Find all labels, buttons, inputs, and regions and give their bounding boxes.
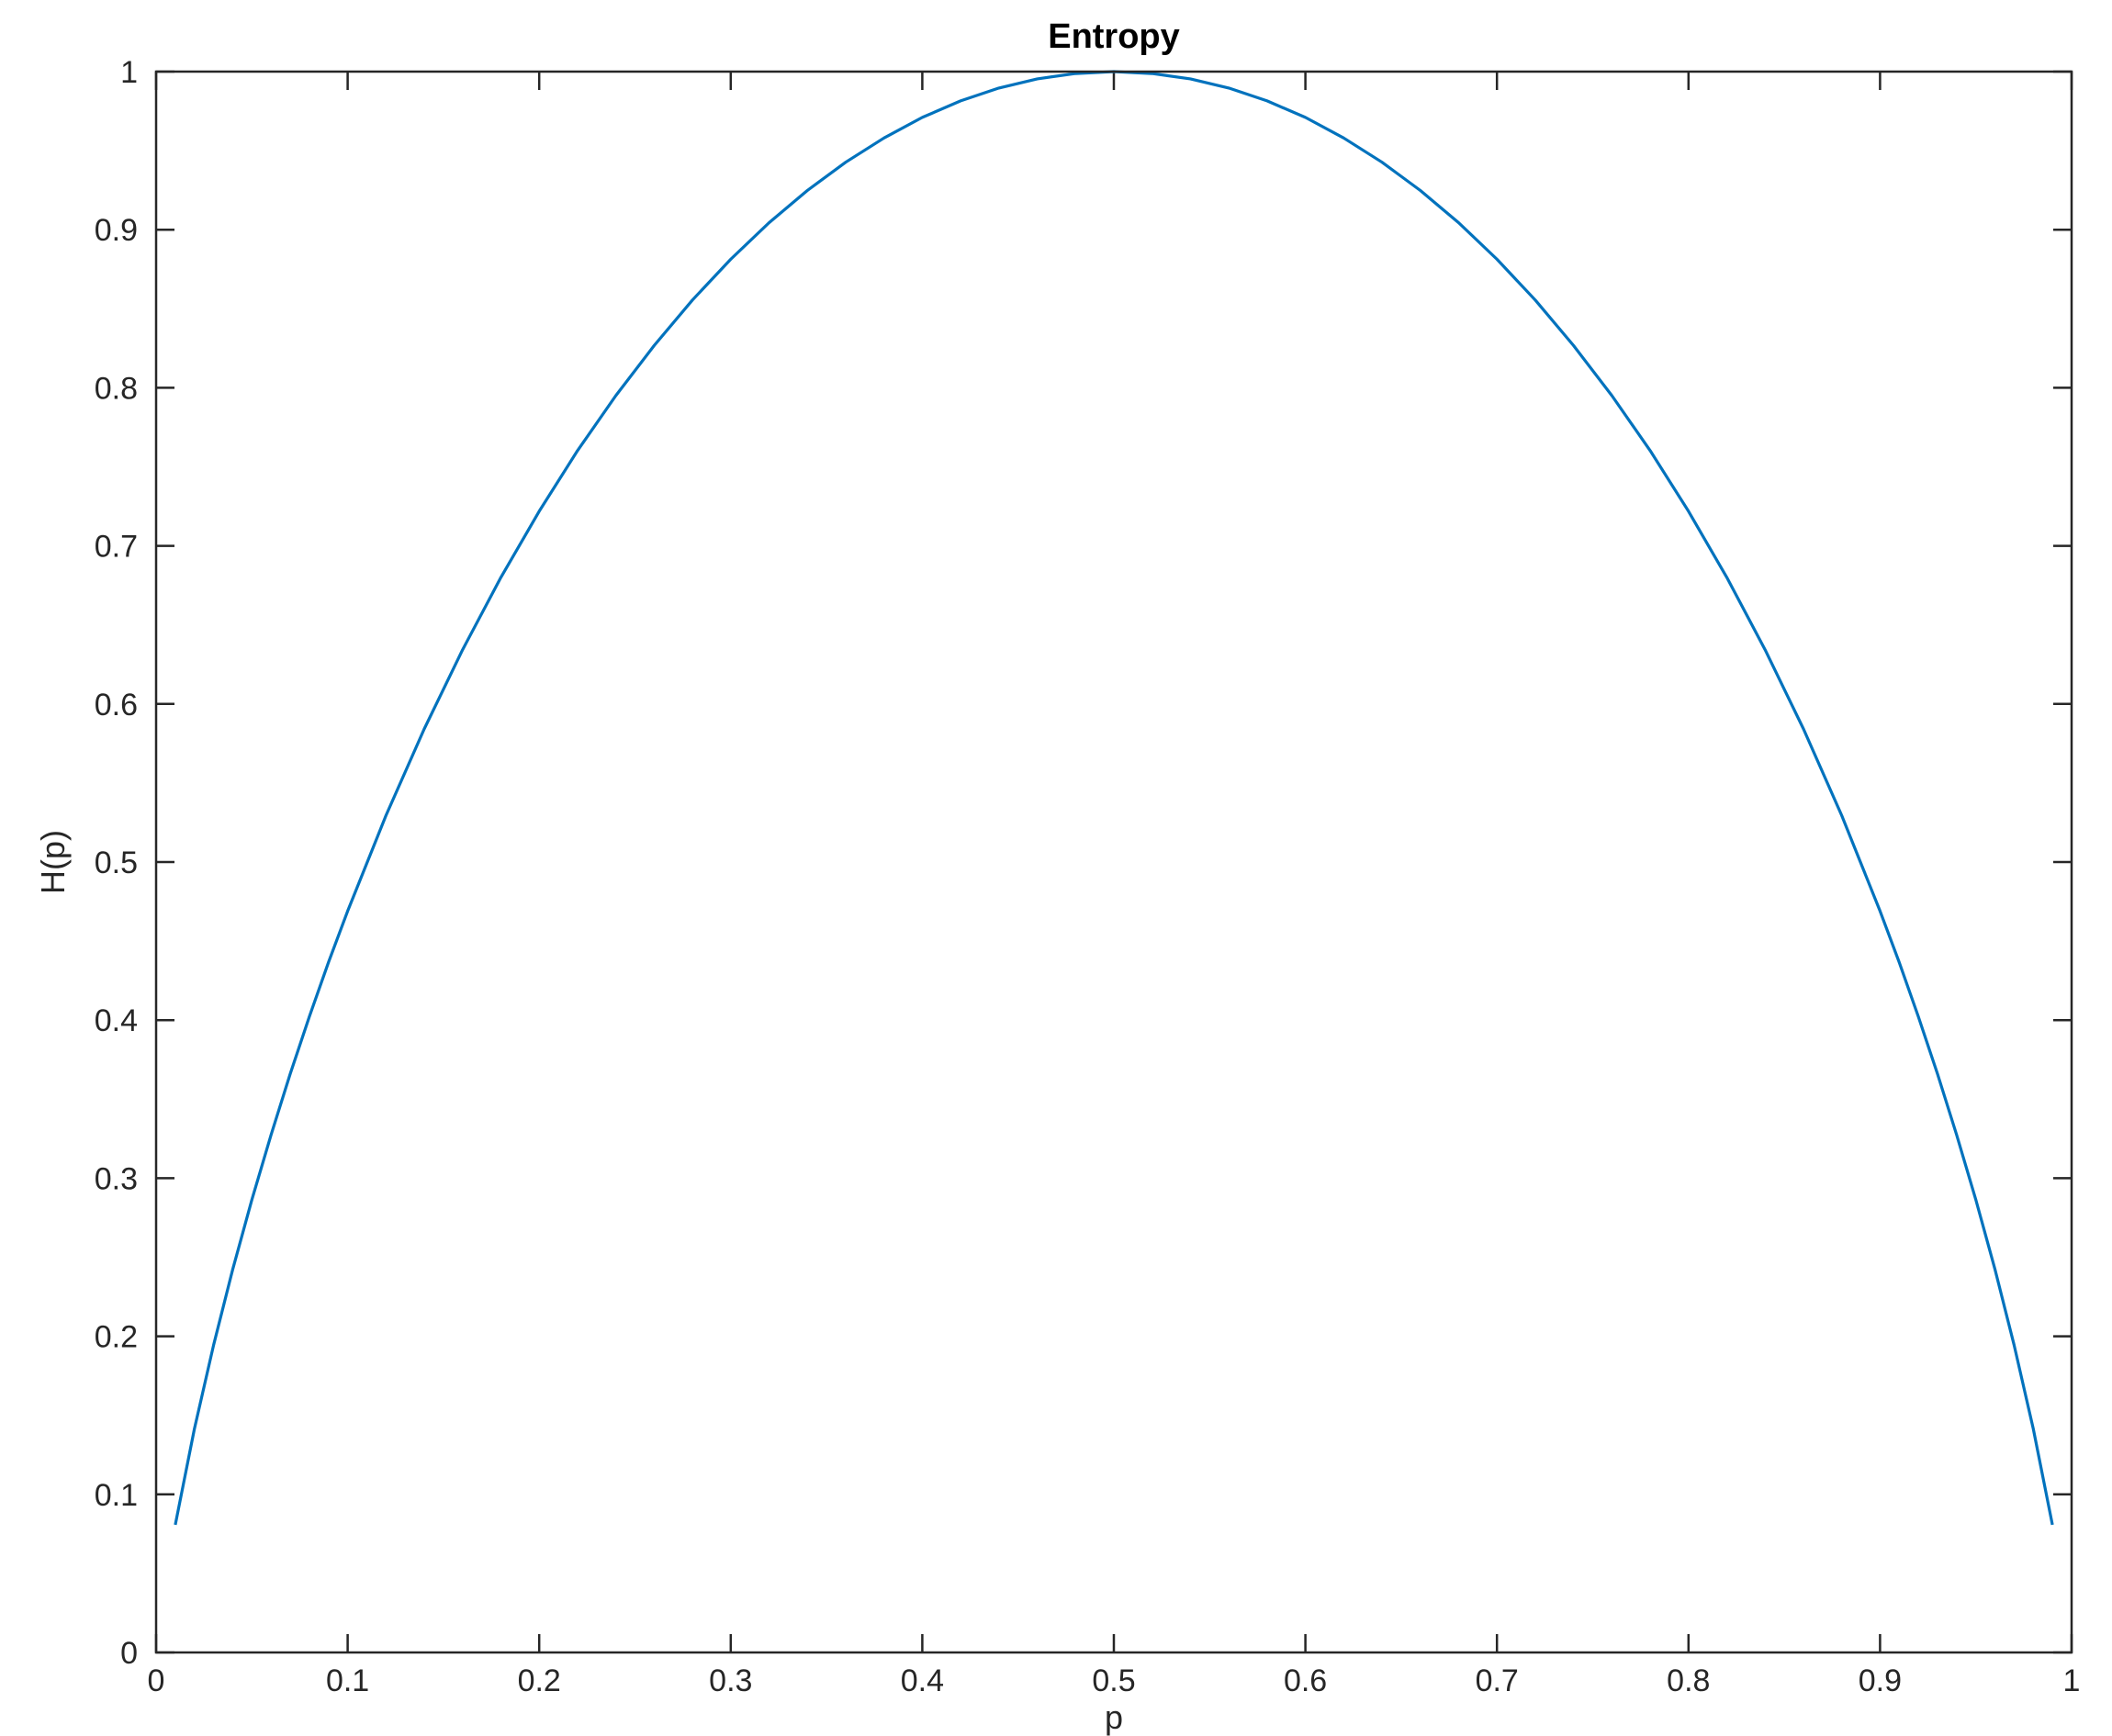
- chart-title: Entropy: [1048, 17, 1180, 56]
- y-tick-label: 0.8: [95, 371, 138, 406]
- y-tick-label: 0.9: [95, 213, 138, 248]
- axes-box: [154, 70, 2073, 1654]
- x-tick-label: 0.6: [1284, 1663, 1327, 1698]
- x-axis-label: p: [1105, 1698, 1123, 1736]
- y-tick-label: 0.6: [95, 688, 138, 722]
- x-tick-label: 0.7: [1476, 1663, 1519, 1698]
- y-axis-label: H(p): [34, 830, 72, 894]
- x-tick-label: 0.5: [1092, 1663, 1135, 1698]
- x-tick-label: 1: [2063, 1663, 2081, 1698]
- x-tick-label: 0.1: [326, 1663, 369, 1698]
- y-tick-label: 0.7: [95, 530, 138, 565]
- y-tick-label: 0: [120, 1636, 138, 1671]
- y-tick-label: 0.4: [95, 1003, 138, 1038]
- x-tick-label: 0.3: [709, 1663, 752, 1698]
- plot-area: [156, 72, 2072, 1652]
- x-tick-label: 0.2: [518, 1663, 561, 1698]
- x-tick-label: 0.8: [1667, 1663, 1710, 1698]
- x-tick-label: 0: [148, 1663, 165, 1698]
- y-tick-label: 0.2: [95, 1320, 138, 1355]
- x-tick-label: 0.4: [901, 1663, 944, 1698]
- y-tick-label: 1: [120, 55, 138, 90]
- y-tick-label: 0.1: [95, 1478, 138, 1513]
- tick-labels: 0 0.1 0.2 0.3 0.4 0.5 0.6 0.7 0.8 0.9 1 0 0.1 0.2 0.3 0…: [95, 55, 2081, 1698]
- y-tick-label: 0.5: [95, 846, 138, 880]
- x-tick-label: 0.9: [1859, 1663, 1902, 1698]
- y-tick-label: 0.3: [95, 1161, 138, 1196]
